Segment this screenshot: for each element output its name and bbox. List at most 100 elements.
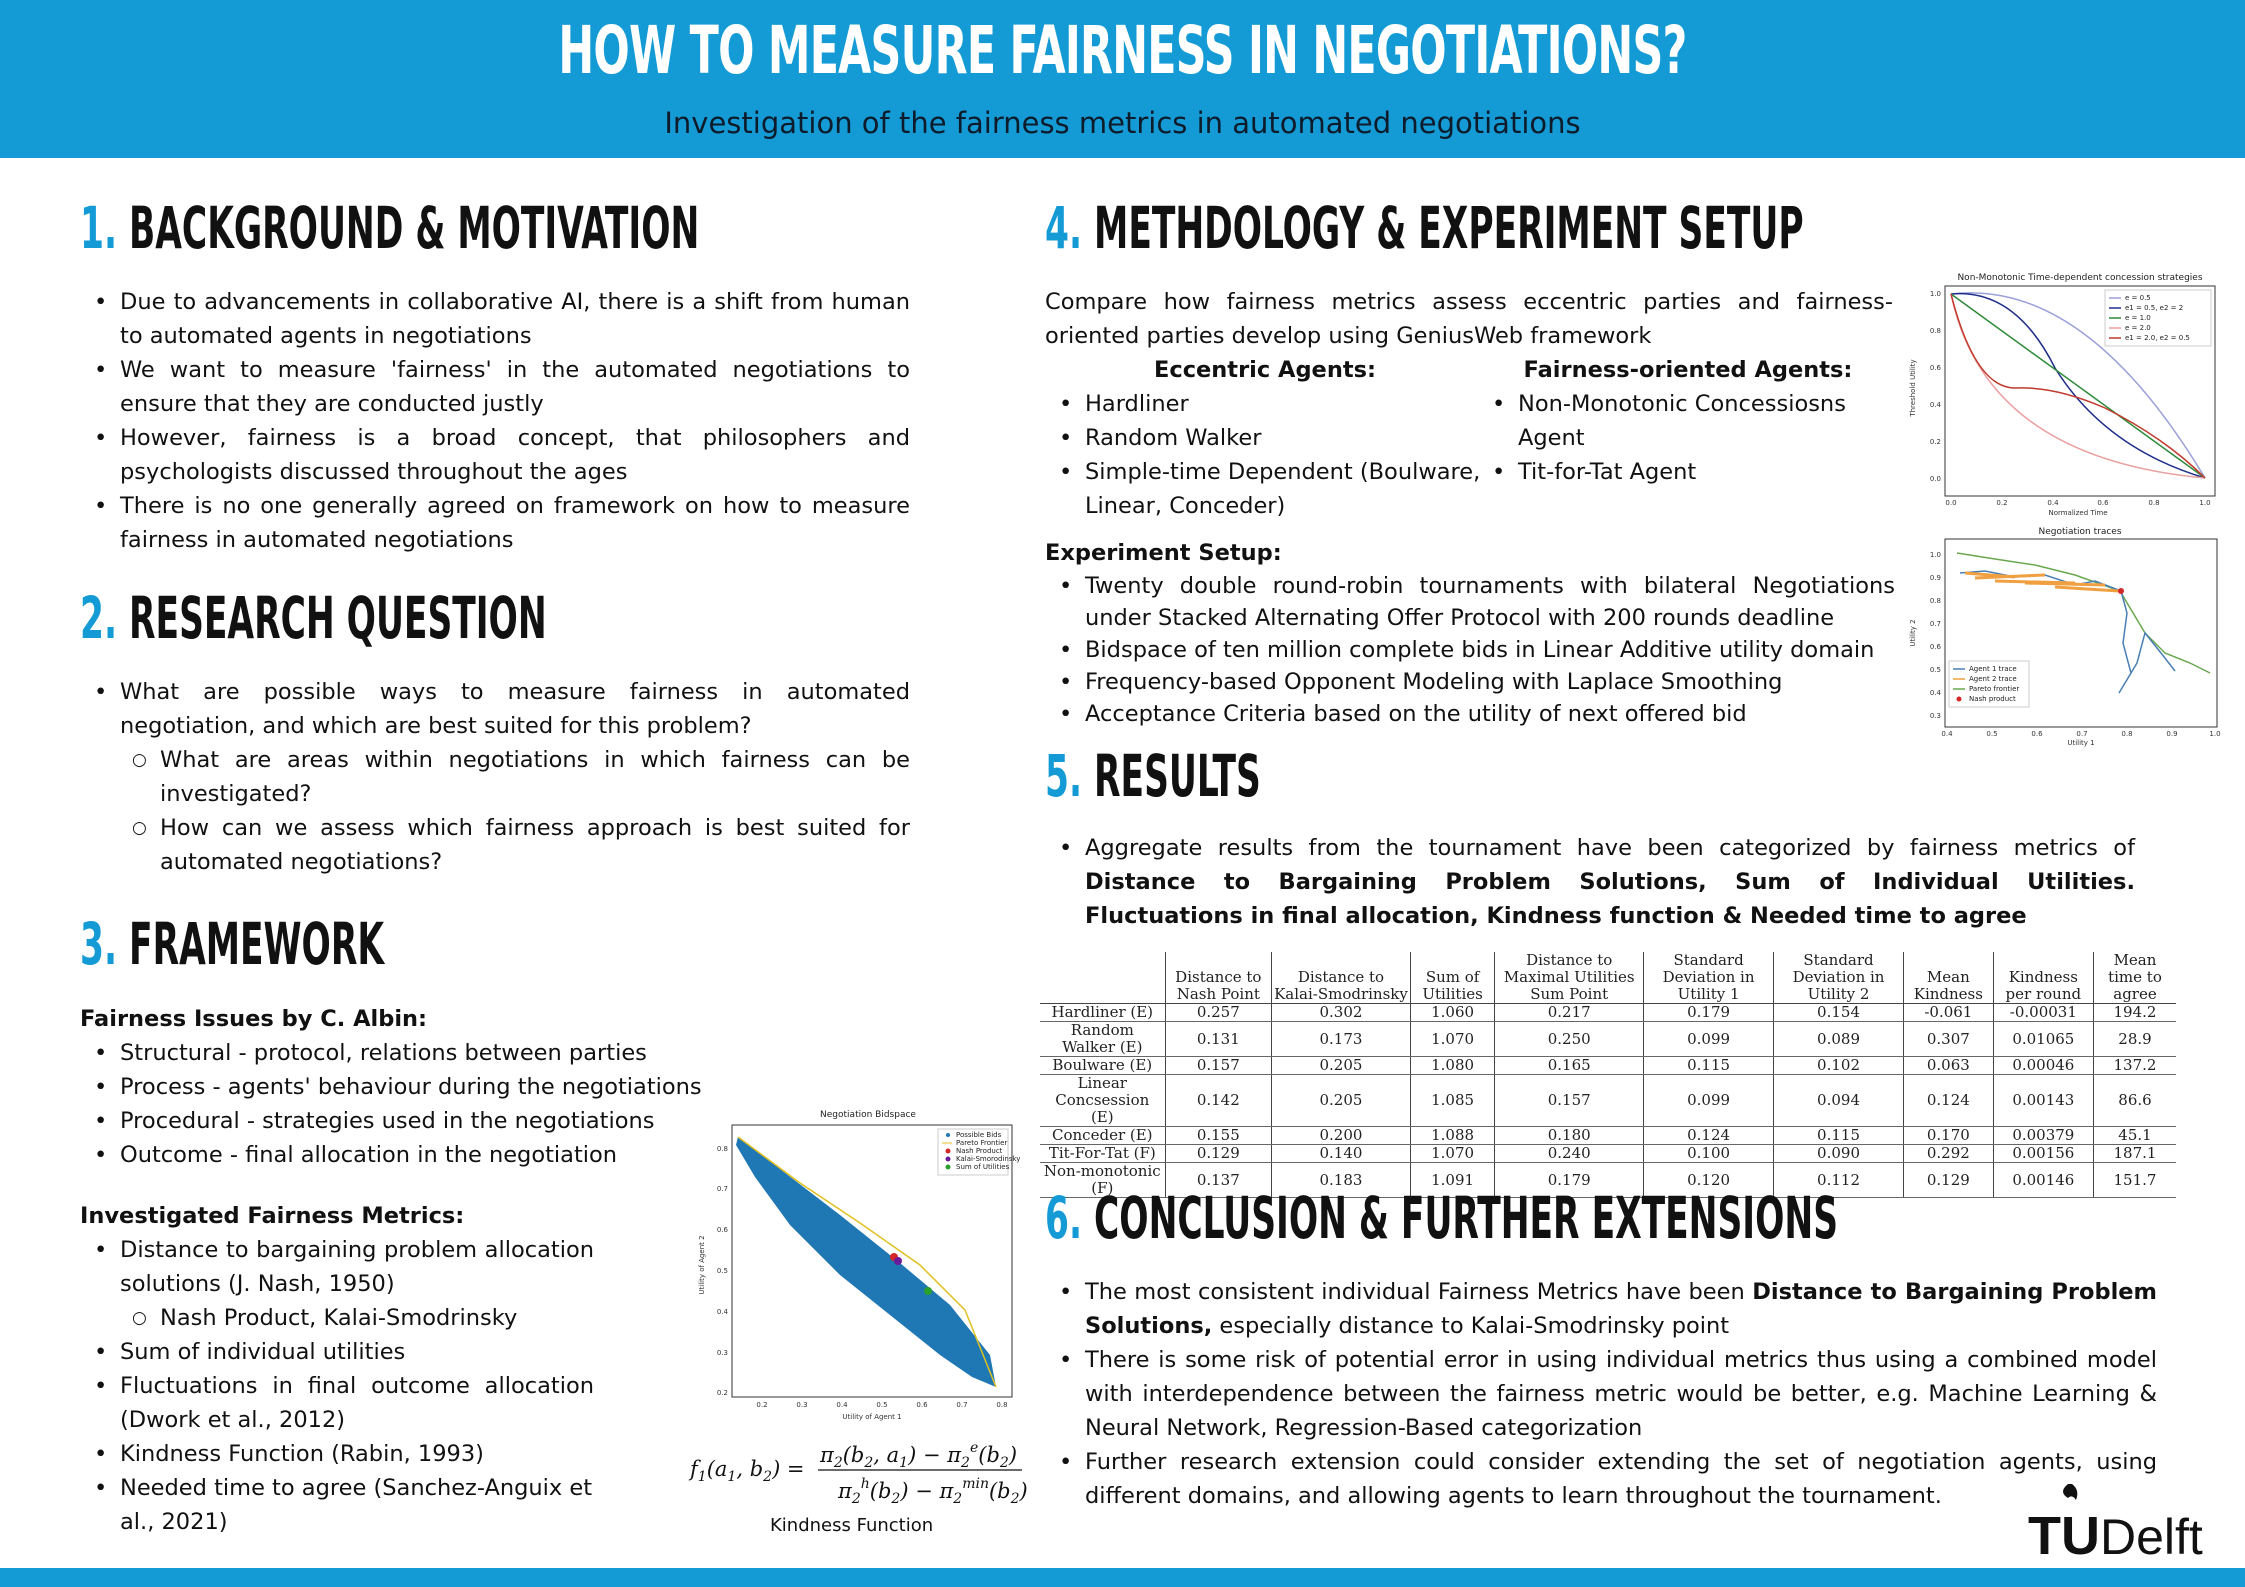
poster-title: HOW TO MEASURE FAIRNESS IN NEGOTIATIONS?: [558, 12, 1687, 89]
svg-text:f1(a1, b2) =: f1(a1, b2) =: [688, 1457, 805, 1485]
table-row-label: Non-monotonic (F): [1040, 1162, 1166, 1198]
table-header-cell: Standard Deviation in Utility 2: [1773, 952, 1904, 1004]
svg-text:0.3: 0.3: [1930, 712, 1941, 720]
table-cell: 0.102: [1773, 1056, 1904, 1075]
table-cell: 0.200: [1271, 1126, 1411, 1145]
list-item: Structural - protocol, relations between…: [80, 1036, 780, 1070]
bid-cloud: [736, 1137, 996, 1387]
svg-text:0.6: 0.6: [1930, 643, 1942, 651]
curve-e1-2-e2-05: [1950, 293, 2206, 479]
table-header-cell: Distance to Nash Point: [1165, 952, 1273, 1004]
list-item: Outcome - final allocation in the negoti…: [80, 1138, 780, 1172]
svg-text:0.4: 0.4: [836, 1401, 848, 1409]
svg-text:0.8: 0.8: [2148, 499, 2159, 507]
table-cell: 0.257: [1165, 1003, 1273, 1022]
section-title-methodology: 4. METHDOLOGY & EXPERIMENT SETUP: [1045, 194, 1804, 262]
svg-text:Agent 1 trace: Agent 1 trace: [1969, 665, 2017, 673]
concession-chart: Non-Monotonic Time-dependent concession …: [1905, 268, 2225, 522]
svg-text:0.6: 0.6: [1930, 364, 1942, 372]
curve-e05: [1950, 292, 2206, 479]
svg-text:e1 = 2.0, e2 = 0.5: e1 = 2.0, e2 = 0.5: [2125, 334, 2190, 342]
table-cell: 0.170: [1903, 1126, 1994, 1145]
table-cell: 0.112: [1773, 1162, 1904, 1198]
table-row: Tit-For-Tat (F) 0.129 0.140 1.070 0.240 0.100…: [1040, 1144, 2176, 1163]
svg-text:Delft: Delft: [2100, 1509, 2203, 1562]
list-item: Simple-time Dependent (Boulware, Linear,…: [1045, 455, 1485, 523]
svg-text:Utility of Agent 2: Utility of Agent 2: [698, 1235, 706, 1294]
tudelft-logo: TU Delft: [2028, 1482, 2228, 1566]
svg-text:0.8: 0.8: [1930, 327, 1941, 335]
table-header-cell: Kindness per round: [1993, 952, 2094, 1004]
conclusion-list: The most consistent individual Fairness …: [1045, 1275, 2157, 1513]
methodology-intro: Compare how fairness metrics assess ecce…: [1045, 289, 1893, 349]
svg-text:Normalized Time: Normalized Time: [2048, 509, 2107, 517]
svg-text:0.0: 0.0: [1945, 499, 1956, 507]
curve-e1-05-e2-2: [1950, 292, 2206, 479]
svg-text:0.3: 0.3: [796, 1401, 807, 1409]
fairness-heading: Fairness-oriented Agents:: [1523, 357, 1853, 383]
table-row: Random Walker (E) 0.131 0.173 1.070 0.250 0.0…: [1040, 1021, 2176, 1057]
list-item: Sum of individual utilities: [80, 1335, 594, 1369]
svg-text:0.3: 0.3: [717, 1349, 728, 1357]
table-cell: 1.070: [1410, 1144, 1496, 1163]
table-cell: 0.129: [1903, 1162, 1994, 1198]
eccentric-agents: Eccentric Agents: Hardliner Random Walke…: [1045, 353, 1485, 523]
table-cell: 0.302: [1271, 1003, 1411, 1022]
svg-text:Utility 2: Utility 2: [1909, 619, 1917, 646]
list-item: There is no one generally agreed on fram…: [80, 489, 910, 557]
table-cell: 0.142: [1165, 1074, 1273, 1127]
header-banner: [0, 0, 2245, 158]
table-cell: 0.140: [1271, 1144, 1411, 1163]
flame-icon: [2063, 1484, 2078, 1500]
ks-point: [894, 1257, 902, 1265]
table-cell: 0.173: [1271, 1021, 1411, 1057]
table-cell: 0.155: [1165, 1126, 1273, 1145]
table-row-label: Hardliner (E): [1040, 1003, 1166, 1022]
svg-text:0.4: 0.4: [1930, 401, 1942, 409]
table-cell: -0.00031: [1993, 1003, 2094, 1022]
table-cell: 0.165: [1494, 1056, 1645, 1075]
table-cell: 0.00379: [1993, 1126, 2094, 1145]
table-header-cell: Mean Kindness: [1903, 952, 1994, 1004]
table-cell: 45.1: [2093, 1126, 2176, 1145]
table-cell: 0.205: [1271, 1056, 1411, 1075]
table-cell: 0.154: [1773, 1003, 1904, 1022]
table-cell: 0.100: [1643, 1144, 1775, 1163]
list-item: Fluctuations in final outcome allocation…: [80, 1369, 594, 1437]
table-cell: 1.085: [1410, 1074, 1496, 1127]
svg-text:Nash product: Nash product: [1969, 695, 2016, 703]
list-item: There is some risk of potential error in…: [1045, 1343, 2157, 1445]
curve-e10: [1950, 293, 2206, 479]
table-cell: 0.217: [1494, 1003, 1645, 1022]
svg-text:0.5: 0.5: [1930, 666, 1941, 674]
svg-text:Kalai-Smorodinsky: Kalai-Smorodinsky: [956, 1155, 1020, 1163]
list-item: Aggregate results from the tournament ha…: [1045, 831, 2135, 933]
table-row: Hardliner (E) 0.257 0.302 1.060 0.217 0.179 0.…: [1040, 1003, 2176, 1022]
table-cell: 0.099: [1643, 1021, 1775, 1057]
table-header-cell: Distance to Kalai-Smodrinsky: [1271, 952, 1411, 1004]
svg-text:0.6: 0.6: [2031, 730, 2043, 738]
svg-text:0.5: 0.5: [1986, 730, 1997, 738]
table-cell: 1.091: [1410, 1162, 1496, 1198]
traces-chart: Negotiation traces Agent 1 trace Agent 2…: [1905, 523, 2225, 752]
svg-text:1.0: 1.0: [1930, 290, 1941, 298]
table-row-label: Linear Concsession (E): [1040, 1074, 1166, 1127]
background-list: Due to advancements in collaborative AI,…: [80, 285, 910, 557]
pareto-line: [737, 1136, 997, 1388]
metrics-heading: Investigated Fairness Metrics:: [80, 1203, 465, 1229]
list-item: We want to measure 'fairness' in the aut…: [80, 353, 910, 421]
svg-text:Pareto Frontier: Pareto Frontier: [956, 1139, 1007, 1147]
svg-text:π2(b2, a1) − π2e(b2): π2(b2, a1) − π2e(b2): [819, 1440, 1017, 1471]
list-item: Procedural - strategies used in the nego…: [80, 1104, 780, 1138]
svg-text:e = 2.0: e = 2.0: [2125, 324, 2151, 332]
table-cell: 0.205: [1271, 1074, 1411, 1127]
svg-text:0.7: 0.7: [2076, 730, 2087, 738]
svg-text:0.9: 0.9: [1930, 574, 1941, 582]
table-cell: -0.061: [1903, 1003, 1994, 1022]
table-row: Conceder (E) 0.155 0.200 1.088 0.180 0.124 0.1…: [1040, 1126, 2176, 1145]
table-cell: 187.1: [2093, 1144, 2176, 1163]
svg-text:0.2: 0.2: [717, 1389, 728, 1397]
svg-text:Non-Monotonic Time-dependent c: Non-Monotonic Time-dependent concession …: [1957, 273, 2202, 283]
table-row-label: Tit-For-Tat (F): [1040, 1144, 1166, 1163]
table-cell: 0.180: [1494, 1126, 1645, 1145]
